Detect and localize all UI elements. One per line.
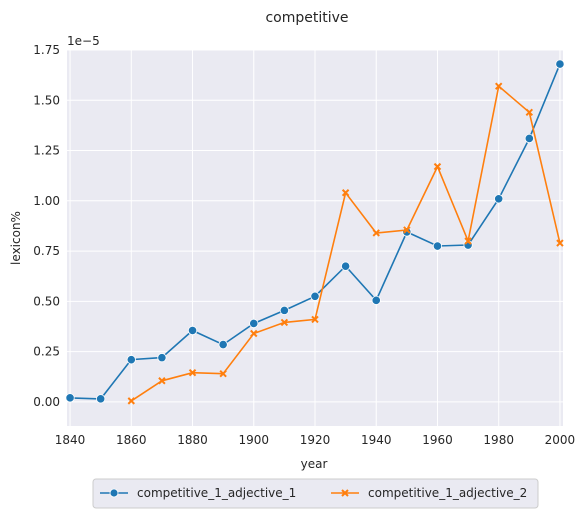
x-tick-label: 1840 [55,433,86,447]
grid [67,49,563,426]
y-tick-label: 0.00 [33,395,60,409]
x-tick-label: 1920 [300,433,331,447]
y-tick-label: 1.00 [33,194,60,208]
series-layer [65,59,565,405]
y-tick-label: 0.50 [33,294,60,308]
data-point [127,397,136,405]
y-axis-label: lexicon% [9,211,23,265]
data-point [341,189,350,197]
data-point [279,305,289,315]
y-tick-label: 0.75 [33,244,60,258]
data-point [433,162,442,171]
legend-frame [92,478,539,509]
data-point [556,239,564,247]
data-point [249,318,259,329]
y-tick-label: 1.25 [33,144,60,158]
data-point [250,329,258,338]
x-tick-label: 1960 [422,433,453,447]
data-point [464,237,472,245]
data-point [371,295,381,305]
series-1 [65,59,565,404]
data-point [96,394,106,404]
data-point [310,291,320,301]
data-point [65,393,75,403]
legend-label-series-1: competitive_1_adjective_1 [137,486,296,500]
data-point [219,370,227,378]
data-point [494,194,504,204]
data-point [157,353,167,363]
data-point [126,355,136,365]
data-point [188,369,197,377]
legend: competitive_1_adjective_1 competitive_1_… [92,478,539,509]
data-point [218,339,228,350]
y-axis: 0.00 0.25 0.50 0.75 1.00 1.25 1.50 1.75 [33,43,60,409]
x-tick-label: 1880 [177,433,208,447]
x-tick-label: 1900 [238,433,269,447]
chart-title: competitive [265,10,348,26]
data-point [555,59,565,69]
data-point [158,377,166,385]
y-offset-text: 1e−5 [67,34,100,48]
x-axis-label: year [301,457,328,471]
data-point [524,133,534,144]
data-point [341,261,351,271]
data-point [403,226,411,234]
series-2 [127,82,564,405]
data-point [280,318,289,327]
legend-label-series-2: competitive_1_adjective_2 [368,486,527,500]
data-point [432,241,443,251]
x-tick-label: 2000 [545,433,576,447]
x-axis: 1840 1860 1880 1900 1920 1940 1960 1980 2000 [55,433,575,447]
data-point [372,229,380,237]
x-tick-label: 1860 [116,433,147,447]
y-tick-label: 1.50 [33,93,60,107]
data-point [311,315,319,324]
legend-marker-series-2 [341,489,349,497]
legend-marker-series-1 [109,488,119,498]
y-tick-label: 0.25 [33,345,60,359]
y-tick-label: 1.75 [33,43,60,57]
x-tick-label: 1940 [361,433,392,447]
data-point [187,325,198,336]
x-tick-label: 1980 [483,433,514,447]
data-point [525,108,534,117]
data-point [494,82,503,90]
